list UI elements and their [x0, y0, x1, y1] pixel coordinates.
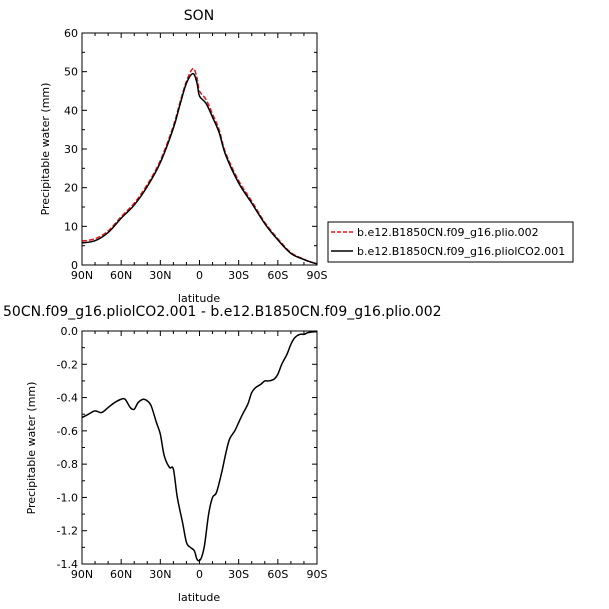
legend-label-plio: b.e12.B1850CN.f09_g16.plio.002	[357, 226, 539, 239]
top-y-axis-label: Precipitable water (mm)	[39, 83, 52, 216]
top-y-tick-label: 40	[64, 104, 78, 117]
top-y-tick-label: 60	[64, 27, 78, 40]
top-panel: SON 90N 60N 30N 0 30S 60S 90S 0 10 20 30 40 50 60 Pre…	[39, 8, 574, 305]
bottom-x-tick-label: 0	[196, 568, 203, 581]
top-x-tick-label: 0	[196, 269, 203, 282]
top-x-tick-label: 30N	[149, 269, 171, 282]
bottom-y-tick-label: -0.2	[57, 358, 78, 371]
bottom-x-tick-label: 90S	[307, 568, 328, 581]
bottom-plot-frame	[81, 330, 318, 565]
bottom-y-tick-label: -1.2	[57, 525, 78, 538]
bottom-y-tick-label: -0.6	[57, 425, 78, 438]
bottom-y-tick-label: -1.4	[57, 558, 78, 571]
top-y-tick-label: 50	[64, 66, 78, 79]
bottom-x-tick-label: 90N	[71, 568, 93, 581]
top-y-tick-label: 10	[64, 220, 78, 233]
bottom-series-line-0	[81, 331, 318, 562]
bottom-x-tick-label: 30S	[228, 568, 249, 581]
top-series-line-0	[81, 67, 318, 265]
bottom-y-tick-label: -0.8	[57, 458, 78, 471]
bottom-plot-area: 90N 60N 30N 0 30S 60S 90S 0.0 -0.2 -0.4 -0.6 -0.8 -1…	[57, 325, 328, 581]
top-y-tick-label: 20	[64, 182, 78, 195]
top-plot-area: 90N 60N 30N 0 30S 60S 90S 0 10 20 30 40 50 60	[64, 27, 328, 282]
top-x-tick-label: 60S	[267, 269, 288, 282]
bottom-y-tick-label: -0.4	[57, 392, 78, 405]
bottom-y-tick-label: 0.0	[61, 325, 79, 338]
bottom-y-tick-label: -1.0	[57, 491, 78, 504]
top-x-tick-label: 90N	[71, 269, 93, 282]
top-x-tick-label: 90S	[307, 269, 328, 282]
top-x-tick-label: 30S	[228, 269, 249, 282]
legend: b.e12.B1850CN.f09_g16.plio.002 b.e12.B18…	[327, 221, 574, 263]
legend-box	[327, 221, 574, 263]
bottom-chart-title: 50CN.f09_g16.pliolCO2.001 - b.e12.B1850C…	[3, 304, 442, 320]
top-y-tick-label: 0	[71, 259, 78, 272]
top-y-tick-label: 30	[64, 143, 78, 156]
top-x-axis-label: latitude	[178, 292, 220, 305]
top-plot-frame	[81, 32, 318, 266]
legend-label-pliolco2: b.e12.B1850CN.f09_g16.pliolCO2.001	[357, 245, 565, 258]
bottom-x-tick-label: 30N	[149, 568, 171, 581]
bottom-x-tick-label: 60N	[110, 568, 132, 581]
bottom-x-axis-label: latitude	[178, 591, 220, 604]
top-x-tick-label: 60N	[110, 269, 132, 282]
bottom-y-axis-label: Precipitable water (mm)	[25, 382, 38, 515]
bottom-panel: 50CN.f09_g16.pliolCO2.001 - b.e12.B1850C…	[3, 304, 442, 604]
top-chart-title: SON	[184, 8, 214, 24]
bottom-x-tick-label: 60S	[267, 568, 288, 581]
top-series-line-1	[81, 72, 318, 265]
